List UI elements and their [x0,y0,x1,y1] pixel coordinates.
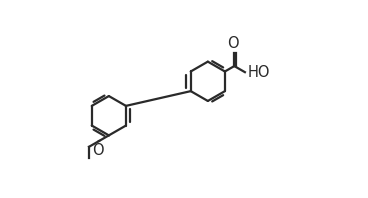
Text: HO: HO [248,65,270,80]
Text: O: O [227,36,238,51]
Text: O: O [92,143,104,158]
